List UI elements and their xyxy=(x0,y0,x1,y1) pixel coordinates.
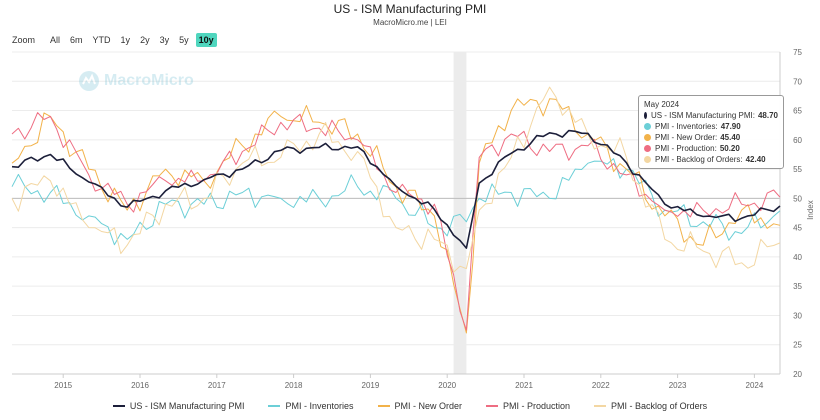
legend-item-inventories[interactable]: PMI - Inventories xyxy=(268,401,354,411)
chart-title: US - ISM Manufacturing PMI xyxy=(333,2,487,16)
x-tick-label: 2016 xyxy=(131,381,149,390)
y-tick-label: 55 xyxy=(793,165,802,174)
legend-swatch xyxy=(112,405,125,407)
legend-swatch xyxy=(377,405,390,407)
legend-item-new-order[interactable]: PMI - New Order xyxy=(377,401,463,411)
zoom-10y-button[interactable]: 10y xyxy=(195,33,217,47)
tooltip-value: 42.40 xyxy=(745,155,766,164)
legend-swatch xyxy=(486,405,499,407)
x-tick-label: 2017 xyxy=(208,381,226,390)
y-tick-label: 30 xyxy=(793,311,802,320)
tooltip-value: 50.20 xyxy=(719,144,740,153)
zoom-ytd-button[interactable]: YTD xyxy=(92,35,111,45)
y-tick-label: 50 xyxy=(793,194,802,203)
x-tick-label: 2022 xyxy=(592,381,610,390)
x-tick-label: 2018 xyxy=(285,381,303,390)
tooltip-dot xyxy=(644,156,651,163)
tooltip-value: 45.40 xyxy=(720,133,741,142)
x-tick-label: 2019 xyxy=(362,381,380,390)
legend-swatch xyxy=(594,405,607,407)
y-tick-label: 45 xyxy=(793,224,802,233)
pmi-line-chart[interactable]: 20 25 30 35 40 45 50 55 60 65 70 75 Index 2015 2016 201… xyxy=(0,0,820,400)
tooltip-value: 48.70 xyxy=(757,111,778,120)
zoom-5y-button[interactable]: 5y xyxy=(179,35,189,45)
tooltip-dot xyxy=(644,134,651,141)
x-tick-label: 2021 xyxy=(515,381,533,390)
x-tick-label: 2020 xyxy=(438,381,456,390)
tooltip-row-backlog: PMI - Backlog of Orders: 42.40 xyxy=(644,154,778,165)
series-line xyxy=(11,112,781,331)
legend-item-backlog[interactable]: PMI - Backlog of Orders xyxy=(594,401,707,411)
y-tick-label: 65 xyxy=(793,107,802,116)
x-tick-label: 2023 xyxy=(669,381,687,390)
zoom-3y-button[interactable]: 3y xyxy=(159,35,170,45)
legend-item-production[interactable]: PMI - Production xyxy=(486,401,570,411)
tooltip-label: PMI - Inventories: xyxy=(655,122,718,131)
tooltip-value: 47.90 xyxy=(720,122,741,131)
tooltip-row-new-order: PMI - New Order: 45.40 xyxy=(644,132,778,143)
y-tick-label: 60 xyxy=(793,136,802,145)
watermark-text: MacroMicro xyxy=(104,72,194,89)
legend-label: PMI - Production xyxy=(503,401,571,411)
zoom-label: Zoom xyxy=(12,35,36,45)
macromicro-logo-icon xyxy=(79,71,99,91)
tooltip: May 2024 US - ISM Manufacturing PMI: 48.… xyxy=(638,95,784,169)
tooltip-row-pmi: US - ISM Manufacturing PMI: 48.70 xyxy=(644,110,778,121)
tooltip-label: PMI - Production: xyxy=(655,144,717,153)
tooltip-label: PMI - New Order: xyxy=(655,133,718,142)
watermark: MacroMicro xyxy=(78,70,194,92)
chart-legend: US - ISM Manufacturing PMI PMI - Invento… xyxy=(0,401,820,411)
y-tick-label: 20 xyxy=(793,370,802,379)
series-line xyxy=(11,129,781,249)
tooltip-dot xyxy=(644,145,651,152)
legend-label: PMI - Inventories xyxy=(285,401,354,411)
legend-label: PMI - New Order xyxy=(394,401,463,411)
legend-label: US - ISM Manufacturing PMI xyxy=(129,401,245,411)
zoom-6m-button[interactable]: 6m xyxy=(70,35,83,45)
tooltip-row-inventories: PMI - Inventories: 47.90 xyxy=(644,121,778,132)
series-line xyxy=(11,86,781,273)
x-tick-label: 2024 xyxy=(746,381,764,390)
y-axis-title: Index xyxy=(806,200,815,220)
y-tick-label: 40 xyxy=(793,253,802,262)
legend-swatch xyxy=(268,405,281,407)
x-tick-label: 2015 xyxy=(54,381,72,390)
legend-label: PMI - Backlog of Orders xyxy=(611,401,708,411)
tooltip-row-production: PMI - Production: 50.20 xyxy=(644,143,778,154)
legend-item-pmi[interactable]: US - ISM Manufacturing PMI xyxy=(112,401,245,411)
y-tick-label: 70 xyxy=(793,77,802,86)
y-tick-label: 35 xyxy=(793,282,802,291)
tooltip-dot xyxy=(644,123,651,130)
chart-subtitle: MacroMicro.me | LEI xyxy=(373,18,447,27)
y-tick-label: 25 xyxy=(793,341,802,350)
zoom-2y-button[interactable]: 2y xyxy=(140,35,150,45)
tooltip-label: US - ISM Manufacturing PMI: xyxy=(650,111,755,120)
tooltip-label: PMI - Backlog of Orders: xyxy=(655,155,743,164)
y-tick-label: 75 xyxy=(793,48,802,57)
zoom-all-button[interactable]: All xyxy=(50,35,61,45)
tooltip-dot xyxy=(644,112,647,119)
zoom-bar: Zoom All 6m YTD 1y 2y 3y 5y 10y xyxy=(12,33,221,47)
series-line xyxy=(11,158,781,246)
zoom-1y-button[interactable]: 1y xyxy=(120,35,131,45)
tooltip-date: May 2024 xyxy=(644,100,680,109)
